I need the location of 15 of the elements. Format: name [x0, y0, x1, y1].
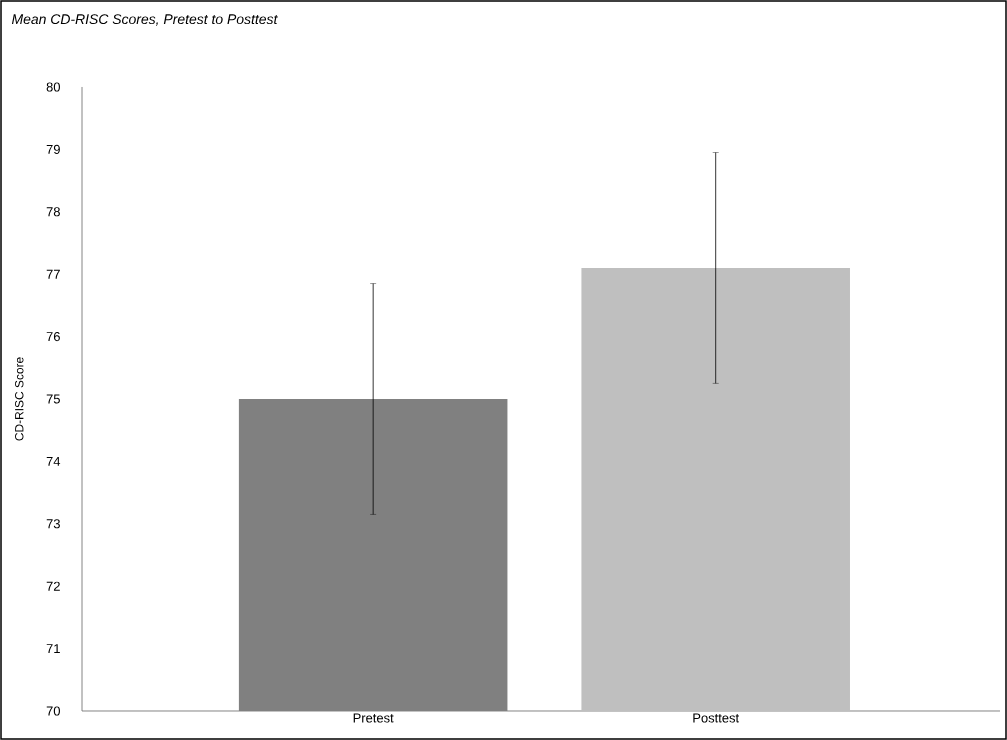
- y-tick-label: 74: [46, 456, 61, 466]
- y-tick-label: 76: [46, 332, 60, 342]
- y-tick-label: 75: [46, 394, 60, 404]
- y-tick-label: 71: [46, 644, 60, 654]
- y-tick-label: 79: [46, 144, 60, 154]
- chart-title: Mean CD-RISC Scores, Pretest to Posttest: [11, 14, 278, 26]
- y-tick-label: 77: [46, 269, 60, 279]
- y-tick-label: 73: [46, 519, 60, 529]
- x-tick-label: Posttest: [693, 713, 739, 723]
- x-tick-label: Pretest: [353, 713, 394, 723]
- y-tick-label: 80: [46, 82, 60, 92]
- y-tick-label: 78: [46, 207, 60, 217]
- y-tick-label: 70: [46, 706, 60, 716]
- y-axis-title: CD-RISC Score: [15, 357, 24, 441]
- y-tick-label: 72: [46, 581, 60, 591]
